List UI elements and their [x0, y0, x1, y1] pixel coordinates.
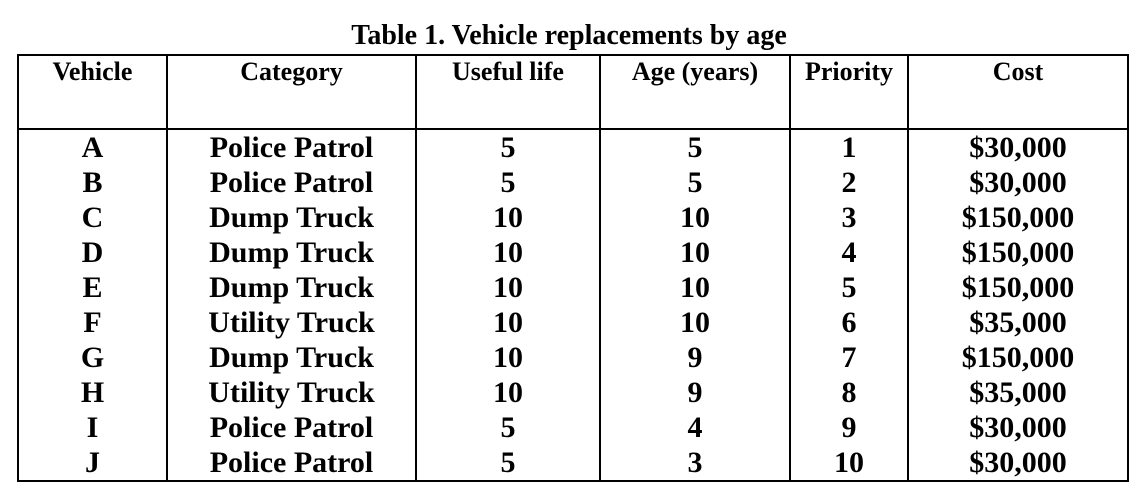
cell-priority: 6 — [789, 305, 909, 340]
column-header-category: Category — [166, 54, 417, 130]
column-header-age: Age (years) — [599, 54, 791, 130]
cell-priority: 5 — [789, 270, 909, 305]
table-row: B Police Patrol 5 5 2 $30,000 — [17, 165, 1129, 200]
cell-cost: $30,000 — [907, 445, 1129, 482]
cell-age: 4 — [599, 410, 791, 445]
table-row: J Police Patrol 5 3 10 $30,000 — [17, 445, 1129, 482]
cell-vehicle: C — [17, 200, 168, 235]
column-header-cost: Cost — [907, 54, 1129, 130]
cell-priority: 7 — [789, 340, 909, 375]
cell-cost: $30,000 — [907, 410, 1129, 445]
cell-category: Police Patrol — [166, 410, 417, 445]
cell-vehicle: J — [17, 445, 168, 482]
cell-vehicle: E — [17, 270, 168, 305]
cell-category: Dump Truck — [166, 270, 417, 305]
cell-age: 10 — [599, 235, 791, 270]
vehicle-replacement-table: Vehicle Category Useful life Age (years)… — [17, 54, 1129, 482]
header-row: Vehicle Category Useful life Age (years)… — [17, 54, 1129, 130]
table-row: A Police Patrol 5 5 1 $30,000 — [17, 129, 1129, 165]
cell-cost: $150,000 — [907, 200, 1129, 235]
cell-priority: 1 — [789, 129, 909, 165]
cell-useful-life: 5 — [415, 165, 601, 200]
column-header-priority: Priority — [789, 54, 909, 130]
cell-age: 9 — [599, 340, 791, 375]
cell-cost: $150,000 — [907, 270, 1129, 305]
cell-age: 5 — [599, 129, 791, 165]
cell-vehicle: G — [17, 340, 168, 375]
cell-age: 10 — [599, 200, 791, 235]
cell-priority: 10 — [789, 445, 909, 482]
cell-vehicle: B — [17, 165, 168, 200]
cell-category: Police Patrol — [166, 165, 417, 200]
cell-vehicle: I — [17, 410, 168, 445]
cell-category: Dump Truck — [166, 340, 417, 375]
cell-cost: $35,000 — [907, 305, 1129, 340]
cell-category: Utility Truck — [166, 305, 417, 340]
cell-category: Police Patrol — [166, 445, 417, 482]
table-row: G Dump Truck 10 9 7 $150,000 — [17, 340, 1129, 375]
cell-category: Dump Truck — [166, 235, 417, 270]
cell-age: 10 — [599, 270, 791, 305]
cell-category: Utility Truck — [166, 375, 417, 410]
table-row: E Dump Truck 10 10 5 $150,000 — [17, 270, 1129, 305]
cell-useful-life: 10 — [415, 235, 601, 270]
cell-age: 5 — [599, 165, 791, 200]
cell-vehicle: D — [17, 235, 168, 270]
table-row: C Dump Truck 10 10 3 $150,000 — [17, 200, 1129, 235]
cell-vehicle: A — [17, 129, 168, 165]
cell-useful-life: 5 — [415, 410, 601, 445]
cell-vehicle: H — [17, 375, 168, 410]
table-row: D Dump Truck 10 10 4 $150,000 — [17, 235, 1129, 270]
cell-cost: $150,000 — [907, 235, 1129, 270]
column-header-useful-life: Useful life — [415, 54, 601, 130]
cell-age: 9 — [599, 375, 791, 410]
cell-cost: $35,000 — [907, 375, 1129, 410]
cell-category: Dump Truck — [166, 200, 417, 235]
table-row: I Police Patrol 5 4 9 $30,000 — [17, 410, 1129, 445]
table-row: H Utility Truck 10 9 8 $35,000 — [17, 375, 1129, 410]
table-caption: Table 1. Vehicle replacements by age — [351, 20, 787, 51]
cell-priority: 9 — [789, 410, 909, 445]
cell-cost: $30,000 — [907, 129, 1129, 165]
cell-priority: 2 — [789, 165, 909, 200]
cell-vehicle: F — [17, 305, 168, 340]
cell-age: 10 — [599, 305, 791, 340]
cell-useful-life: 5 — [415, 445, 601, 482]
cell-cost: $150,000 — [907, 340, 1129, 375]
cell-useful-life: 10 — [415, 270, 601, 305]
cell-useful-life: 5 — [415, 129, 601, 165]
cell-priority: 3 — [789, 200, 909, 235]
cell-priority: 4 — [789, 235, 909, 270]
cell-category: Police Patrol — [166, 129, 417, 165]
cell-useful-life: 10 — [415, 305, 601, 340]
cell-useful-life: 10 — [415, 375, 601, 410]
column-header-vehicle: Vehicle — [17, 54, 168, 130]
cell-priority: 8 — [789, 375, 909, 410]
table-row: F Utility Truck 10 10 6 $35,000 — [17, 305, 1129, 340]
cell-cost: $30,000 — [907, 165, 1129, 200]
cell-age: 3 — [599, 445, 791, 482]
cell-useful-life: 10 — [415, 200, 601, 235]
cell-useful-life: 10 — [415, 340, 601, 375]
